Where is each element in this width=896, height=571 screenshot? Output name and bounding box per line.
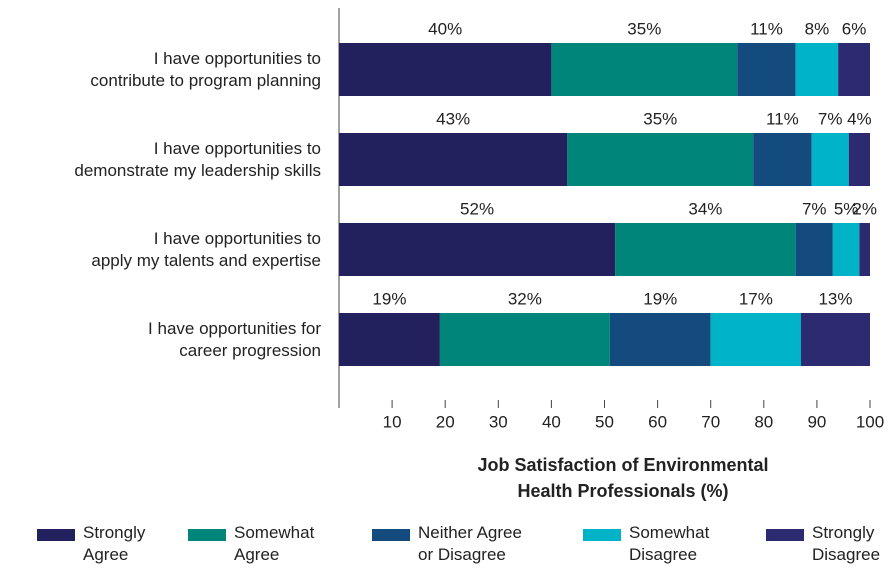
value-label: 2% [852,199,877,218]
bar-segment [339,223,616,276]
bar-segment [859,223,870,276]
value-label: 35% [643,109,677,128]
value-label: 8% [805,19,830,38]
value-label: 19% [372,289,406,308]
x-axis-label: Job Satisfaction of Environmental Health… [477,455,769,501]
legend-label: Somewhat Agree [234,523,315,564]
bar-segment [838,43,870,96]
legend-swatch [37,529,75,541]
value-label: 6% [842,19,867,38]
bar-segment [609,313,711,366]
bar-segment [339,133,568,186]
x-tick-label: 70 [701,412,720,431]
bar-segment [795,43,839,96]
legend-swatch [372,529,410,541]
value-label: 35% [627,19,661,38]
bar-segment [753,133,812,186]
x-tick-label: 30 [489,412,508,431]
value-label: 7% [818,109,843,128]
value-label: 40% [428,19,462,38]
x-tick-label: 80 [754,412,773,431]
x-tick-label: 20 [436,412,455,431]
legend-swatch [188,529,226,541]
bar-segment [339,313,440,366]
value-label: 43% [436,109,470,128]
value-label: 5% [834,199,859,218]
bar-segment [339,43,552,96]
category-label: I have opportunities to demonstrate my l… [74,138,321,180]
x-tick-label: 50 [595,412,614,431]
legend-swatch [583,529,621,541]
legend-swatch [766,529,804,541]
category-label: I have opportunities for career progress… [148,318,321,360]
value-label: 7% [802,199,827,218]
bar-segment [439,313,610,366]
bar-segment [710,313,801,366]
legend-label: Strongly Disagree [812,523,881,564]
bar-segment [795,223,833,276]
bar-segment [615,223,796,276]
value-label: 52% [460,199,494,218]
value-label: 11% [750,19,783,38]
x-tick-label: 40 [542,412,561,431]
category-label: I have opportunities to contribute to pr… [90,48,321,90]
bar-segment [848,133,870,186]
x-tick-label: 100 [856,412,884,431]
bar-segment [737,43,796,96]
bar-segment [567,133,754,186]
value-label: 4% [847,109,872,128]
x-tick-label: 90 [807,412,826,431]
bar-segment [832,223,860,276]
value-label: 13% [818,289,852,308]
bar-segment [811,133,849,186]
legend-label: Neither Agree or Disagree [418,523,522,564]
category-label: I have opportunities to apply my talents… [91,228,321,270]
x-tick-label: 60 [648,412,667,431]
bar-segment [551,43,738,96]
x-tick-label: 10 [383,412,402,431]
value-label: 17% [739,289,773,308]
legend-label: Strongly Agree [83,523,146,564]
value-label: 32% [508,289,542,308]
value-label: 11% [766,109,799,128]
value-label: 19% [643,289,677,308]
value-label: 34% [688,199,722,218]
bar-segment [800,313,870,366]
legend-label: Somewhat Disagree [629,523,710,564]
